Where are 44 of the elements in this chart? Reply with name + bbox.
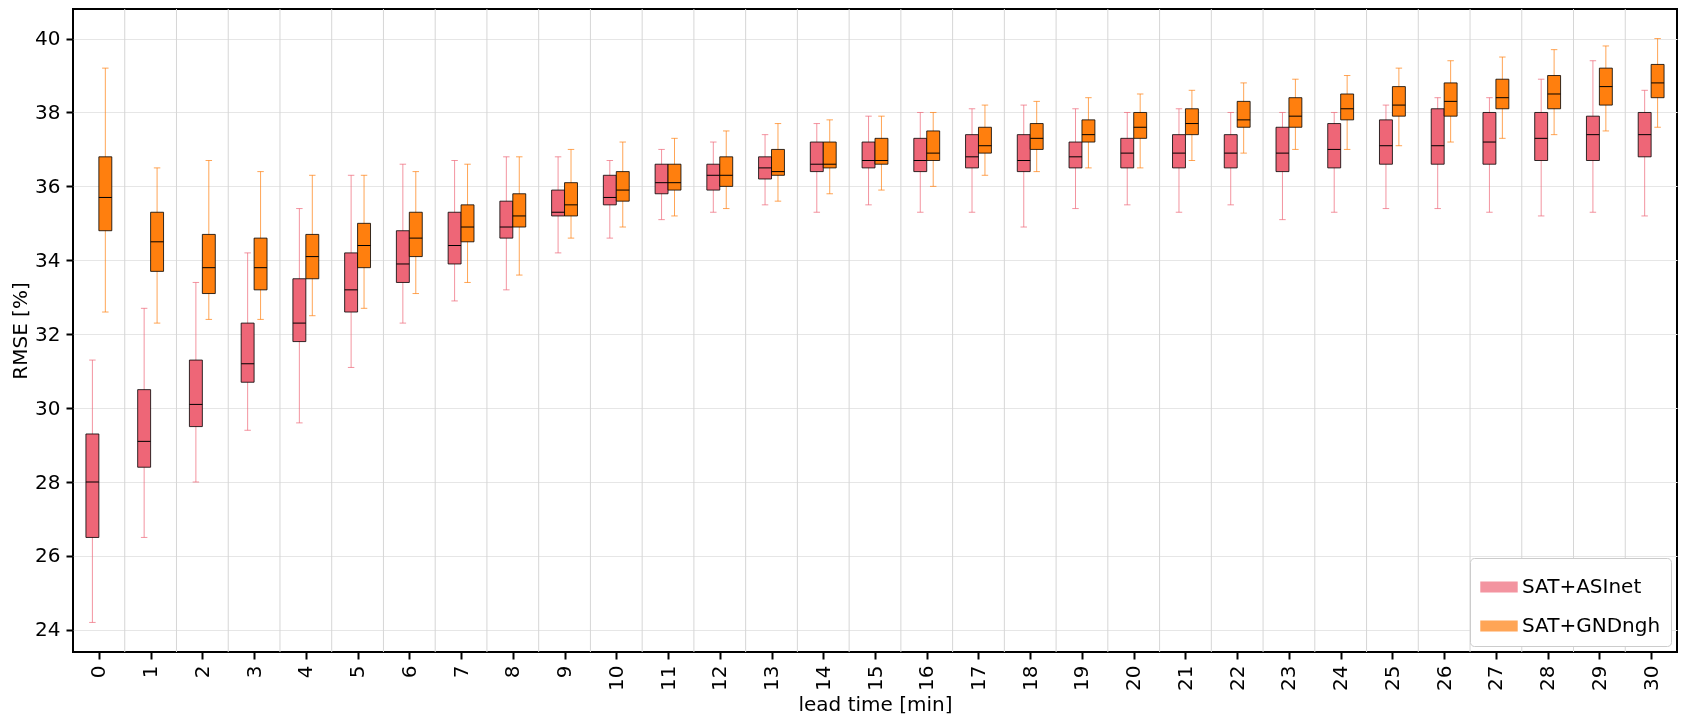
x-tick-label: 12 (707, 665, 732, 691)
x-tick-label: 13 (759, 665, 784, 691)
x-tick-label: 24 (1328, 665, 1353, 691)
x-tick-label: 9 (552, 665, 577, 679)
y-tick-label: 40 (35, 26, 61, 51)
legend-label: SAT+ASInet (1522, 574, 1642, 598)
x-tick-label: 11 (655, 665, 680, 691)
x-tick-label: 15 (862, 665, 887, 691)
y-tick-label: 24 (35, 617, 61, 642)
x-tick-label: 0 (86, 665, 111, 679)
x-tick-label: 2 (189, 665, 214, 679)
y-tick-label: 32 (35, 321, 61, 346)
x-axis-title: lead time [min] (798, 691, 953, 716)
x-tick-label: 6 (396, 665, 421, 679)
y-tick-label: 28 (35, 469, 61, 494)
x-tick-label: 28 (1535, 665, 1560, 691)
x-tick-label: 20 (1121, 665, 1146, 691)
y-tick-label: 30 (35, 395, 61, 420)
y-tick-label: 26 (35, 543, 61, 568)
y-tick-label: 34 (35, 247, 61, 272)
x-tick-label: 27 (1483, 665, 1508, 691)
x-tick-label: 23 (1276, 665, 1301, 691)
x-tick-label: 10 (603, 665, 628, 691)
x-tick-label: 19 (1069, 665, 1094, 691)
x-tick-label: 18 (1017, 665, 1042, 691)
legend-label: SAT+GNDngh (1522, 613, 1661, 637)
x-tick-label: 14 (810, 665, 835, 691)
y-tick-label: 36 (35, 173, 61, 198)
x-tick-label: 26 (1431, 665, 1456, 691)
x-tick-label: 1 (138, 665, 163, 679)
x-tick-label: 25 (1379, 665, 1404, 691)
y-axis-title: RMSE [%] (8, 282, 33, 380)
x-tick-label: 4 (293, 665, 318, 679)
x-tick-label: 8 (500, 665, 525, 679)
x-tick-label: 3 (241, 665, 266, 679)
x-tick-label: 22 (1224, 665, 1249, 691)
x-tick-label: 29 (1586, 665, 1611, 691)
x-tick-label: 5 (345, 665, 370, 679)
x-tick-label: 17 (965, 665, 990, 691)
x-tick-label: 16 (914, 665, 939, 691)
y-tick-label: 38 (35, 99, 61, 124)
x-tick-label: 7 (448, 665, 473, 679)
x-tick-label: 30 (1638, 665, 1663, 691)
x-tick-label: 21 (1172, 665, 1197, 691)
